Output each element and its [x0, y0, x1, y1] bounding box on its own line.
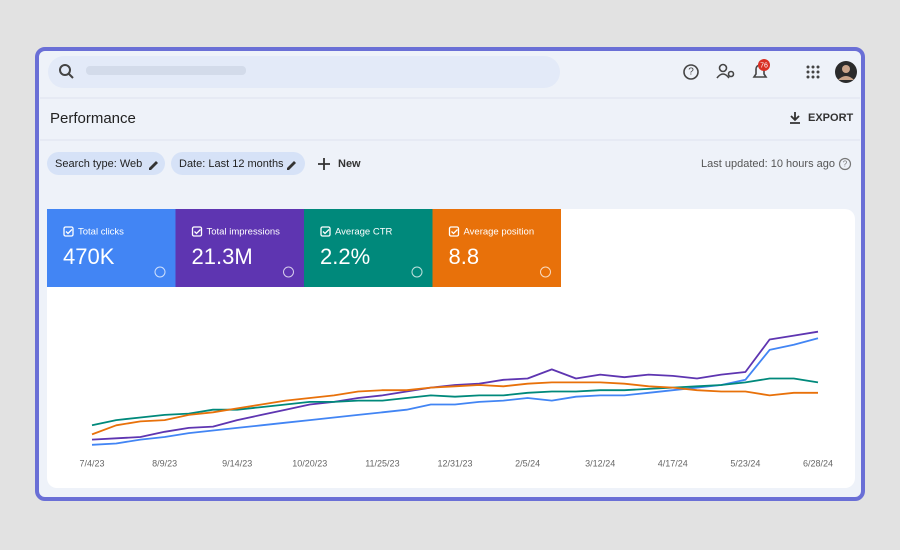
x-tick-label: 5/23/24: [730, 458, 760, 468]
x-tick-label: 12/31/23: [437, 458, 472, 468]
filter-chip[interactable]: Search type: Web: [47, 152, 165, 175]
apps-icon[interactable]: [806, 65, 820, 79]
series-line: [91, 381, 818, 436]
help-icon[interactable]: ?: [683, 64, 699, 80]
chip-label: Date: Last 12 months: [179, 158, 284, 170]
search-icon: [59, 64, 74, 79]
tile-checkbox: [320, 226, 331, 237]
new-filter-button[interactable]: New: [318, 158, 361, 170]
chip-label: Search type: Web: [55, 158, 142, 170]
tile-check: [194, 229, 201, 235]
x-tick-label: 9/14/23: [222, 458, 252, 468]
x-tick-label: 6/28/24: [803, 458, 833, 468]
x-tick-label: 8/9/23: [152, 458, 177, 468]
tile-help: [283, 266, 294, 278]
tile-value: 21.3M: [192, 244, 253, 269]
tile-check: [322, 229, 330, 235]
series-line: [91, 330, 819, 441]
svg-text:?: ?: [688, 67, 694, 78]
tile-help: [154, 266, 166, 278]
tile-checkbox: [63, 226, 74, 237]
x-tick-label: 2/5/24: [515, 458, 540, 468]
notification-count: 76: [760, 62, 768, 69]
avatar[interactable]: [835, 61, 857, 83]
chart: 7/4/23 8/9/23 9/14/23 10/20/23 11/25/23 12/31…: [79, 330, 833, 468]
tile-help: [411, 266, 423, 278]
x-tick-label: 11/25/23: [365, 458, 399, 468]
svg-text:?: ?: [843, 160, 848, 169]
metric-tile[interactable]: Total impressions 21.3M: [175, 209, 305, 287]
export-button[interactable]: EXPORT: [790, 112, 854, 124]
bell-icon[interactable]: 76: [752, 59, 770, 78]
tile-background: [432, 209, 561, 287]
tile-background: [175, 209, 304, 287]
metric-tile[interactable]: Average position 8.8: [432, 209, 562, 287]
tile-checkbox: [191, 226, 203, 237]
tile-label: Total clicks: [78, 227, 124, 238]
metric-tile[interactable]: Total clicks 470K: [47, 209, 176, 287]
x-tick-label: 7/4/23: [79, 458, 104, 468]
tile-check: [451, 229, 458, 235]
series-line: [91, 377, 819, 427]
metric-tiles: Total clicks 470K Total impressions 21.3M Av…: [47, 209, 561, 287]
tile-background: [304, 209, 433, 287]
x-tick-label: 3/12/24: [585, 458, 615, 468]
export-label: EXPORT: [808, 112, 854, 124]
search-text-blurred: [86, 66, 246, 75]
tile-value: 470K: [63, 244, 115, 269]
x-tick-label: 10/20/23: [292, 458, 327, 468]
tile-value: 8.8: [449, 244, 480, 269]
tile-label: Average CTR: [335, 227, 393, 238]
tile-value: 2.2%: [320, 244, 370, 269]
search-bar[interactable]: [48, 56, 560, 88]
admin-icon[interactable]: [716, 63, 735, 79]
tile-check: [65, 229, 73, 235]
info-icon[interactable]: ?: [838, 157, 852, 171]
tile-label: Total impressions: [207, 227, 281, 238]
tile-help: [540, 266, 551, 278]
tile-label: Average position: [464, 227, 535, 238]
metric-tile[interactable]: Average CTR 2.2%: [304, 209, 433, 287]
page-title: Performance: [50, 110, 136, 127]
tile-background: [47, 209, 176, 287]
tile-checkbox: [448, 226, 460, 237]
x-tick-label: 4/17/24: [658, 458, 688, 468]
filter-chip[interactable]: Date: Last 12 months: [171, 152, 305, 175]
last-updated: Last updated: 10 hours ago: [701, 158, 835, 170]
series-line: [91, 337, 819, 446]
new-label: New: [338, 158, 361, 170]
